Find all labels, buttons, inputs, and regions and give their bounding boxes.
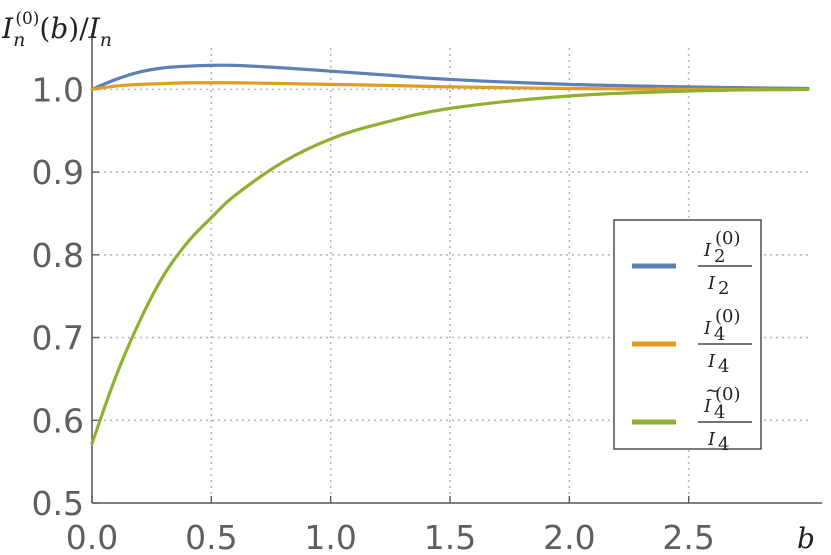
y-tick-label: 1.0: [32, 70, 84, 109]
series-line-2: [90, 81, 810, 92]
y-tick-label: 0.8: [32, 236, 84, 275]
legend-denominator-sub: 4: [718, 434, 729, 455]
series-line-3: [90, 87, 810, 446]
x-tick-label: 0.5: [185, 518, 237, 555]
series-line-1: [90, 63, 810, 91]
y-tick-label: 0.6: [32, 401, 84, 440]
legend-numerator-sup: (0): [715, 384, 741, 405]
axes: [91, 33, 822, 504]
legend-numerator: I: [703, 240, 712, 261]
legend-numerator-sub: 4: [714, 402, 725, 423]
axis-labels: In(0)(b)/In b: [1, 9, 815, 555]
x-tick-label: 1.0: [304, 518, 356, 555]
legend-label-2: I 4(0)I 4: [698, 306, 752, 377]
x-tick-label: 1.5: [424, 518, 476, 555]
x-axis-label: b: [797, 522, 815, 555]
legend-box: [613, 219, 762, 450]
legend-denominator: I: [707, 351, 716, 372]
x-tick-label: 2.0: [543, 518, 595, 555]
series-group: [90, 63, 810, 446]
legend-label-1: I 2(0)I 2: [698, 228, 752, 299]
legend-denominator: I: [707, 429, 716, 450]
legend-tilde: ~: [705, 380, 720, 401]
legend-numerator: I: [703, 396, 712, 417]
x-tick-label: 2.5: [662, 518, 714, 555]
legend-numerator: I: [703, 318, 712, 339]
legend-denominator-sub: 2: [718, 278, 729, 299]
y-tick-label: 0.5: [32, 484, 84, 523]
tick-labels: 0.0 0.5 1.0 1.5 2.0 2.50.50.60.70.80.91.0: [32, 70, 715, 555]
y-tick-label: 0.7: [32, 319, 84, 358]
legend-numerator-sup: (0): [715, 306, 741, 327]
legend-numerator-sub: 2: [714, 246, 725, 267]
y-axis-label: In(0)(b)/In: [1, 9, 112, 51]
legend-numerator-sub: 4: [714, 324, 725, 345]
y-tick-label: 0.9: [32, 153, 84, 192]
legend: I 2(0)I 2I 4(0)I 4I 4(0)~I 4: [613, 219, 762, 455]
legend-denominator: I: [707, 273, 716, 294]
legend-denominator-sub: 4: [718, 356, 729, 377]
x-tick-label: 0.0: [66, 518, 118, 555]
legend-numerator-sup: (0): [715, 228, 741, 249]
legend-label-3: I 4(0)~I 4: [698, 380, 752, 455]
